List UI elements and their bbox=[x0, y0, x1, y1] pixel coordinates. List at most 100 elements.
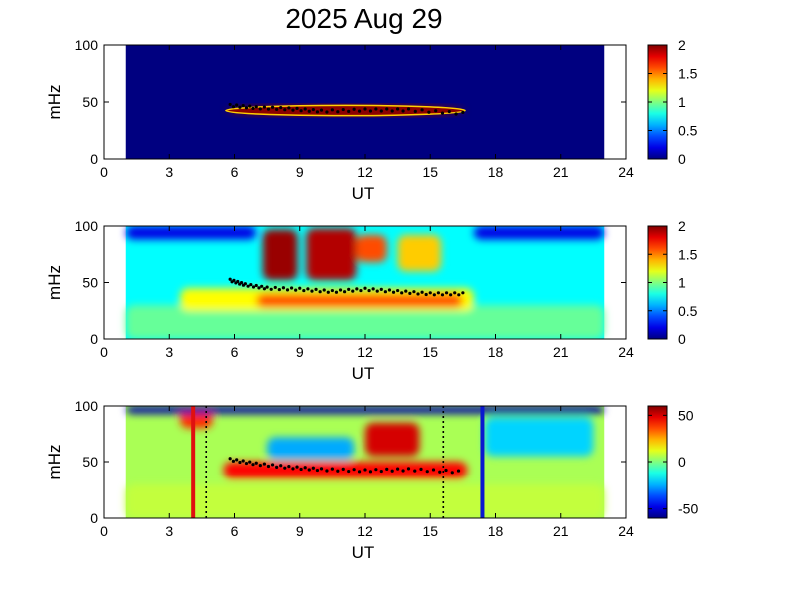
trace-point-44 bbox=[434, 109, 438, 113]
x-tick-label: 15 bbox=[422, 523, 438, 539]
trace-point-41 bbox=[367, 288, 371, 293]
trace-point-56 bbox=[428, 291, 432, 295]
trace-point-33 bbox=[368, 470, 373, 474]
x-tick-label: 15 bbox=[422, 164, 438, 180]
trace-point-49 bbox=[400, 291, 404, 295]
x-tick-label: 21 bbox=[553, 523, 569, 539]
trace-point-38 bbox=[396, 467, 400, 471]
trace-point-11 bbox=[266, 464, 271, 469]
trace-point-18 bbox=[273, 285, 277, 290]
trace-point-45 bbox=[383, 290, 387, 294]
trace-point-43 bbox=[427, 110, 431, 114]
trace-point-34 bbox=[374, 468, 378, 472]
heatmap-patches bbox=[125, 226, 605, 339]
trace-point-46 bbox=[444, 468, 448, 473]
trace-point-17 bbox=[291, 108, 295, 112]
trace-point-31 bbox=[357, 109, 362, 113]
trace-point-9 bbox=[258, 107, 262, 111]
trace-point-4 bbox=[241, 459, 245, 463]
trace-point-55 bbox=[424, 292, 428, 297]
y-tick-label: 100 bbox=[75, 218, 99, 234]
heatmap-patches bbox=[125, 406, 605, 518]
x-tick-label: 12 bbox=[357, 344, 373, 360]
trace-point-37 bbox=[351, 289, 355, 293]
y-tick-label: 100 bbox=[75, 398, 99, 414]
x-tick-label: 3 bbox=[165, 164, 173, 180]
trace-point-4 bbox=[241, 103, 245, 108]
heatmap-patch-4 bbox=[356, 235, 387, 263]
trace-point-52 bbox=[412, 290, 416, 294]
trace-point-28 bbox=[314, 287, 318, 292]
trace-point-8 bbox=[254, 461, 258, 465]
trace-point-39 bbox=[359, 288, 363, 293]
heatmap-band-0 bbox=[225, 104, 466, 117]
trace-point-1 bbox=[231, 105, 236, 109]
trace-point-26 bbox=[306, 287, 310, 291]
trace-point-24 bbox=[298, 286, 302, 290]
trace-point-63 bbox=[457, 293, 461, 297]
x-tick-label: 21 bbox=[553, 164, 569, 180]
y-axis-label: mHz bbox=[45, 265, 64, 300]
trace-point-33 bbox=[334, 290, 339, 294]
x-tick-label: 24 bbox=[618, 344, 634, 360]
trace-point-8 bbox=[254, 105, 258, 109]
trace-point-3 bbox=[238, 105, 242, 109]
trace-point-6 bbox=[248, 104, 252, 108]
trace-point-2 bbox=[235, 103, 239, 107]
trace-point-42 bbox=[371, 287, 375, 291]
x-tick-label: 6 bbox=[231, 164, 239, 180]
x-tick-label: 3 bbox=[165, 344, 173, 360]
colorbar-tick-label: 1 bbox=[678, 275, 686, 291]
colorbar-tick-label: 0 bbox=[678, 151, 686, 167]
trace-point-34 bbox=[374, 107, 378, 111]
frequency-trace bbox=[228, 102, 465, 116]
trace-point-3 bbox=[238, 460, 242, 465]
heatmap-patch-2 bbox=[267, 437, 355, 460]
y-tick-label: 0 bbox=[90, 151, 98, 167]
trace-point-20 bbox=[303, 466, 307, 470]
trace-point-57 bbox=[432, 293, 436, 297]
x-tick-label: 12 bbox=[357, 164, 373, 180]
trace-point-61 bbox=[449, 293, 453, 297]
colorbar-tick-label: -50 bbox=[678, 501, 698, 517]
colorbar-tick-label: 50 bbox=[678, 407, 694, 423]
trace-point-39 bbox=[401, 109, 405, 113]
trace-point-16 bbox=[287, 465, 291, 469]
colorbar-tick-label: 1 bbox=[678, 94, 686, 110]
trace-point-45 bbox=[438, 470, 442, 474]
trace-point-27 bbox=[336, 469, 340, 473]
trace-point-36 bbox=[385, 107, 389, 111]
trace-point-37 bbox=[390, 469, 394, 473]
trace-point-48 bbox=[461, 110, 465, 114]
trace-point-43 bbox=[375, 289, 379, 293]
x-axis-label: UT bbox=[352, 364, 375, 383]
y-tick-label: 50 bbox=[82, 94, 98, 110]
trace-point-54 bbox=[420, 290, 424, 294]
x-tick-label: 6 bbox=[231, 344, 239, 360]
frequency-trace bbox=[228, 277, 465, 297]
heatmap-patch-0 bbox=[125, 484, 605, 518]
trace-point-32 bbox=[363, 468, 367, 472]
trace-point-25 bbox=[325, 469, 329, 473]
y-tick-label: 0 bbox=[90, 331, 98, 347]
trace-point-19 bbox=[299, 109, 303, 113]
trace-point-22 bbox=[311, 466, 315, 470]
trace-point-27 bbox=[336, 110, 340, 114]
trace-point-45 bbox=[440, 111, 445, 115]
trace-point-5 bbox=[244, 106, 249, 110]
trace-point-17 bbox=[269, 287, 273, 291]
trace-point-29 bbox=[318, 290, 322, 294]
x-tick-label: 0 bbox=[100, 523, 108, 539]
y-tick-label: 0 bbox=[90, 510, 98, 526]
trace-point-32 bbox=[363, 107, 367, 111]
x-tick-label: 24 bbox=[618, 164, 634, 180]
trace-point-12 bbox=[270, 105, 275, 109]
trace-point-24 bbox=[319, 467, 324, 471]
trace-point-26 bbox=[330, 467, 334, 471]
trace-point-20 bbox=[303, 107, 307, 111]
trace-point-0 bbox=[228, 102, 232, 107]
y-axis-label: mHz bbox=[45, 85, 64, 120]
trace-point-14 bbox=[260, 284, 264, 288]
heatmap-patch-0 bbox=[125, 305, 605, 339]
